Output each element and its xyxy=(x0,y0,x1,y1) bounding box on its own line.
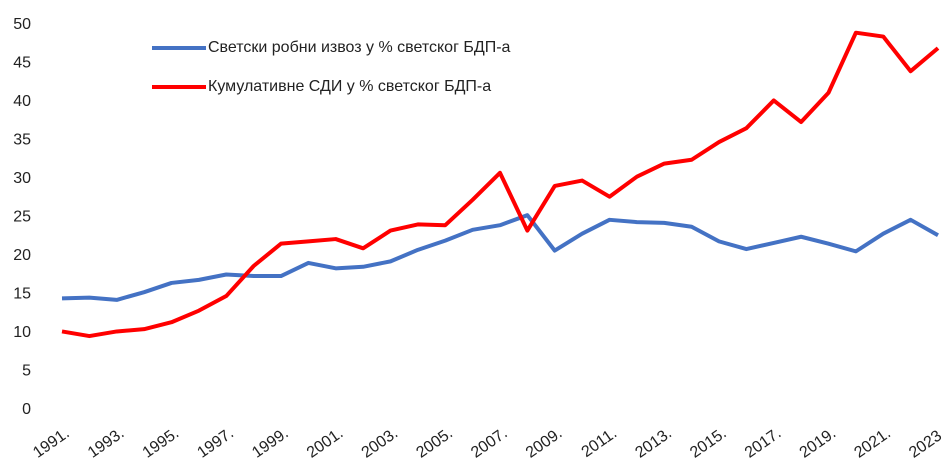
x-tick-label: 1995. xyxy=(140,425,183,461)
x-tick-label: 2013. xyxy=(632,425,675,461)
x-tick-label: 2009. xyxy=(523,425,566,461)
y-tick-label: 30 xyxy=(13,170,31,187)
y-tick-label: 45 xyxy=(13,55,31,72)
series-line xyxy=(61,30,940,339)
y-tick-label: 35 xyxy=(13,132,31,149)
y-tick-label: 40 xyxy=(13,93,31,110)
x-tick-label: 2023. xyxy=(906,425,943,461)
y-tick-label: 50 xyxy=(13,16,31,33)
x-tick-label: 2007. xyxy=(468,425,511,461)
x-tick-label: 1993. xyxy=(85,425,128,461)
legend-label: Кумулативне СДИ у % светског БДП-а xyxy=(208,78,491,95)
x-tick-label: 1997. xyxy=(194,425,237,461)
y-tick-label: 25 xyxy=(13,209,31,226)
series-line xyxy=(61,213,939,302)
x-tick-label: 2005. xyxy=(413,425,456,461)
y-tick-label: 15 xyxy=(13,286,31,303)
legend-label: Светски робни извоз у % светског БДП-а xyxy=(208,39,511,56)
x-tick-label: 2017. xyxy=(742,425,785,461)
x-tick-label: 2019. xyxy=(797,425,840,461)
x-tick-label: 2003. xyxy=(359,425,402,461)
y-tick-label: 0 xyxy=(22,401,31,418)
x-tick-label: 2001. xyxy=(304,425,347,461)
x-tick-label: 2015. xyxy=(687,425,730,461)
y-tick-label: 20 xyxy=(13,247,31,264)
y-tick-label: 5 xyxy=(22,363,31,380)
x-tick-label: 1991. xyxy=(30,425,73,461)
x-tick-label: 2021. xyxy=(851,425,894,461)
x-tick-label: 1999. xyxy=(249,425,292,461)
y-tick-label: 10 xyxy=(13,324,31,341)
x-tick-label: 2011. xyxy=(579,425,621,461)
